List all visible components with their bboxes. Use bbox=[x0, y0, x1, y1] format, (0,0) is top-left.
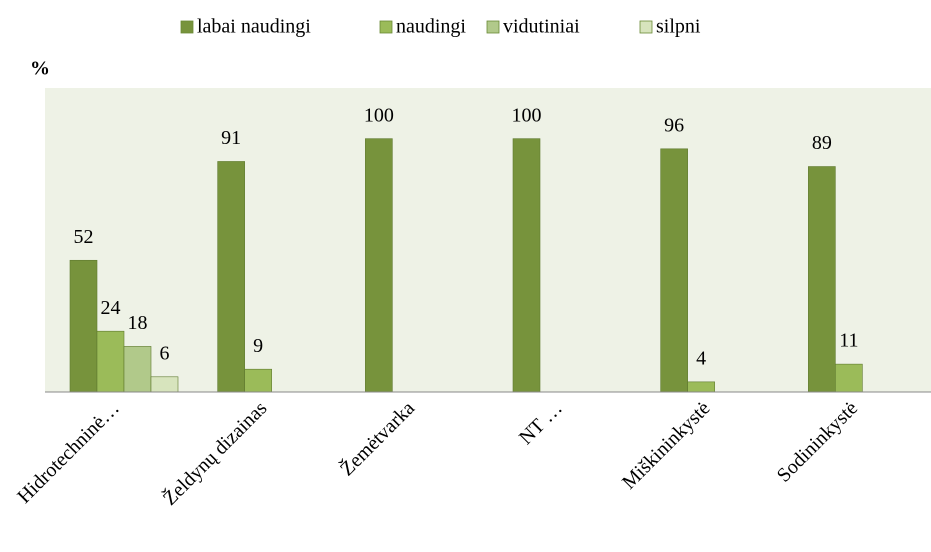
bar bbox=[660, 148, 688, 393]
data-label: 91 bbox=[221, 127, 241, 149]
data-label: 11 bbox=[839, 330, 858, 352]
data-label: 89 bbox=[812, 132, 832, 154]
legend-swatch bbox=[180, 20, 194, 34]
plot-area bbox=[45, 88, 931, 392]
data-label: 52 bbox=[74, 226, 94, 248]
data-label: 96 bbox=[664, 114, 684, 136]
bar bbox=[244, 368, 272, 393]
data-label: 100 bbox=[364, 104, 394, 126]
x-tick-label: NT … bbox=[515, 397, 567, 449]
x-tick-label: Miškininkystė bbox=[618, 397, 715, 494]
bar bbox=[150, 376, 179, 393]
data-label: 6 bbox=[160, 342, 170, 364]
bar bbox=[217, 161, 245, 393]
bar bbox=[96, 330, 125, 393]
bar bbox=[69, 259, 98, 393]
data-label: 18 bbox=[128, 312, 148, 334]
legend-swatch bbox=[639, 20, 653, 34]
data-label: 100 bbox=[512, 104, 542, 126]
legend-label: silpni bbox=[656, 16, 701, 38]
data-label: 24 bbox=[101, 297, 121, 319]
x-tick-label: Sodininkystė bbox=[773, 397, 863, 487]
x-tick-label: Želdynų dizainas bbox=[158, 396, 271, 509]
legend-label: vidutiniai bbox=[503, 16, 580, 38]
data-label: 4 bbox=[696, 347, 706, 369]
legend-label: labai naudingi bbox=[197, 16, 311, 38]
y-axis-label: % bbox=[30, 58, 50, 80]
bar bbox=[123, 346, 152, 393]
bar bbox=[808, 166, 836, 393]
bar bbox=[512, 138, 541, 393]
x-tick-label: Hidrotechninė… bbox=[13, 397, 124, 508]
legend-swatch bbox=[486, 20, 500, 34]
bar bbox=[687, 381, 715, 393]
data-label: 9 bbox=[253, 335, 263, 357]
legend-swatch bbox=[379, 20, 393, 34]
legend-label: naudingi bbox=[396, 16, 466, 38]
x-tick-label: Žemėtvarka bbox=[335, 396, 419, 480]
bar bbox=[365, 138, 393, 393]
bar bbox=[835, 363, 863, 393]
